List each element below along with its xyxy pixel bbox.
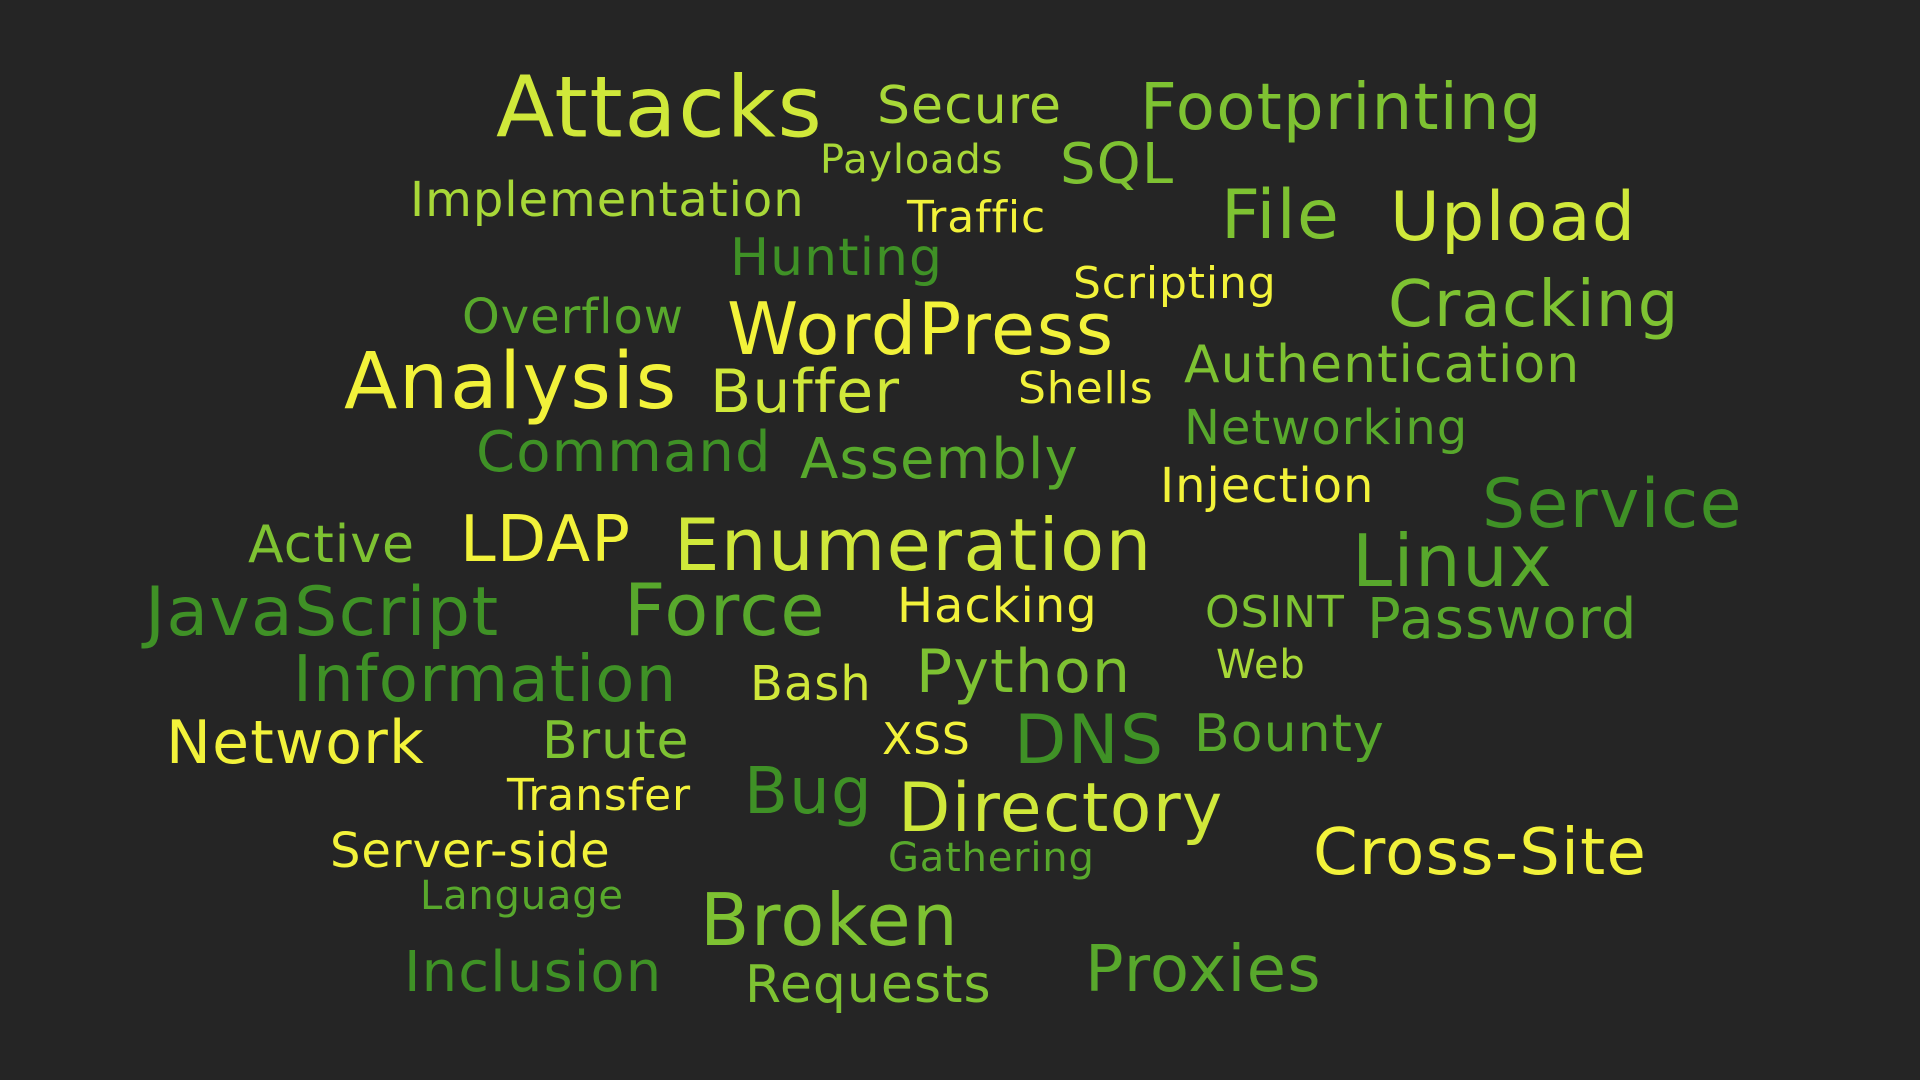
word-xss: XSS [882,714,971,765]
word-password: Password [1367,587,1638,652]
word-assembly: Assembly [800,427,1079,492]
word-payloads: Payloads [820,137,1004,183]
word-implementation: Implementation [410,172,805,228]
word-javascript: JavaScript [145,573,500,652]
word-inclusion: Inclusion [404,940,663,1005]
word-active: Active [248,515,416,575]
word-bounty: Bounty [1194,704,1385,764]
word-server-side: Server-side [330,823,611,879]
word-cracking: Cracking [1388,268,1680,342]
word-networking: Networking [1184,400,1469,456]
word-brute: Brute [542,711,690,771]
word-injection: Injection [1160,458,1375,514]
word-broken: Broken [700,878,960,962]
word-proxies: Proxies [1085,933,1322,1007]
word-bug: Bug [744,755,873,829]
word-shells: Shells [1018,363,1154,414]
word-attacks: Attacks [496,58,824,158]
word-network: Network [166,708,425,778]
word-linux: Linux [1352,519,1554,603]
word-scripting: Scripting [1073,258,1277,309]
word-command: Command [476,420,772,485]
word-wordpress: WordPress [727,287,1115,371]
word-file: File [1221,176,1341,255]
word-upload: Upload [1390,178,1637,257]
word-ldap: LDAP [460,503,632,577]
word-footprinting: Footprinting [1140,71,1543,145]
word-language: Language [420,873,624,919]
word-cross-site: Cross-Site [1313,816,1648,890]
word-directory: Directory [898,769,1224,848]
word-enumeration: Enumeration [674,503,1153,587]
word-transfer: Transfer [507,770,691,821]
word-force: Force [624,568,827,652]
word-osint: OSINT [1205,587,1345,638]
word-bash: Bash [750,656,872,712]
word-requests: Requests [745,955,992,1015]
word-web: Web [1216,642,1306,688]
word-sql: SQL [1060,132,1175,197]
word-traffic: Traffic [907,192,1047,243]
word-authentication: Authentication [1184,335,1581,395]
word-information: Information [293,643,678,717]
word-secure: Secure [877,76,1063,136]
word-overflow: Overflow [462,289,684,345]
word-buffer: Buffer [710,357,901,427]
word-analysis: Analysis [344,337,678,427]
word-hunting: Hunting [730,228,944,288]
word-dns: DNS [1014,701,1165,780]
word-hacking: Hacking [897,578,1098,634]
word-gathering: Gathering [888,835,1095,881]
word-python: Python [916,637,1132,707]
word-service: Service [1482,465,1743,544]
